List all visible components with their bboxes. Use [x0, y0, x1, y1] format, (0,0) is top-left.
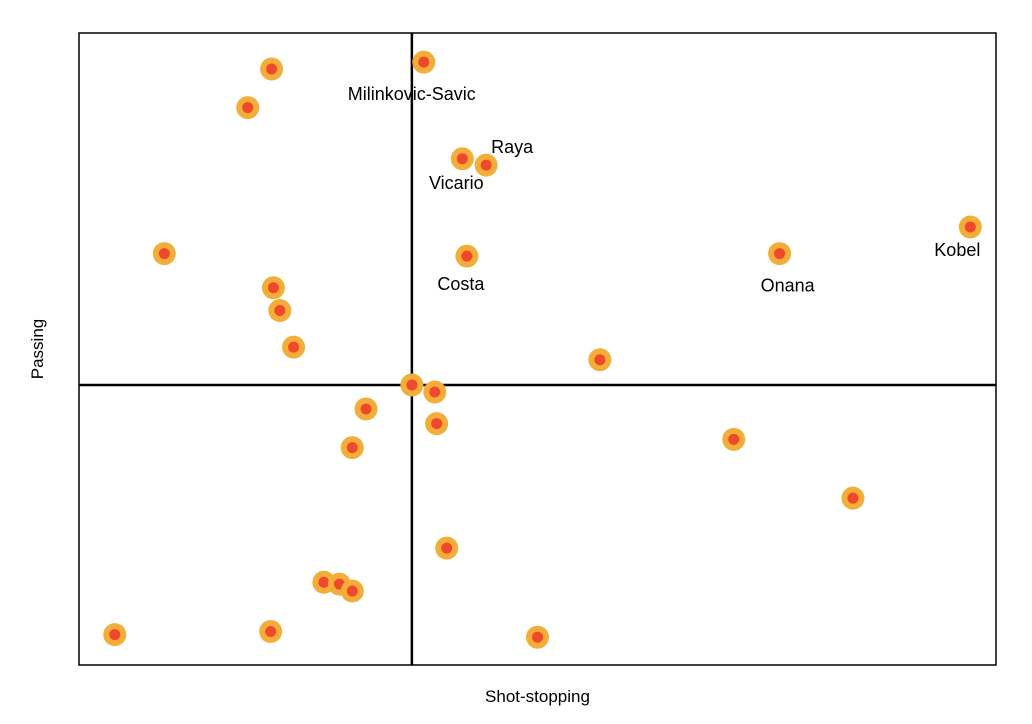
data-point-inner	[441, 542, 453, 554]
data-point	[340, 436, 364, 460]
plot-frame	[78, 32, 997, 666]
point-label: Raya	[491, 137, 534, 157]
data-point-inner	[461, 250, 473, 262]
point-labels: Milinkovic-Savic Vicario Raya Costa Onana Kob…	[348, 84, 981, 295]
x-axis-label: Shot-stopping	[485, 687, 590, 706]
data-point-inner	[266, 63, 278, 75]
data-point-inner	[431, 418, 443, 430]
data-point-inner	[456, 153, 468, 165]
data-point-inner	[418, 56, 430, 68]
data-point-inner	[346, 585, 358, 597]
data-point	[958, 215, 982, 239]
point-label: Milinkovic-Savic	[348, 84, 476, 104]
data-point	[152, 242, 176, 266]
data-point	[435, 536, 459, 560]
data-point	[282, 335, 306, 359]
point-label: Kobel	[934, 240, 980, 260]
data-point	[236, 96, 260, 120]
data-point-inner	[847, 492, 859, 504]
data-point-inner	[318, 576, 330, 588]
data-point	[268, 298, 292, 322]
data-point	[423, 380, 447, 404]
data-point	[259, 620, 283, 644]
data-point-inner	[532, 631, 543, 643]
data-point-inner	[480, 159, 492, 171]
data-point-inner	[274, 304, 286, 316]
data-point	[768, 242, 792, 266]
data-point-inner	[406, 379, 418, 391]
data-point	[450, 147, 474, 171]
data-point	[261, 276, 285, 300]
data-point	[340, 579, 364, 603]
data-point-inner	[267, 282, 279, 294]
data-point	[412, 50, 436, 74]
data-point	[354, 397, 378, 421]
data-point	[526, 625, 549, 649]
data-point-inner	[429, 386, 441, 398]
data-point	[425, 412, 449, 436]
data-point	[260, 57, 284, 81]
data-point-inner	[288, 341, 300, 353]
y-axis-label: Passing	[28, 319, 47, 379]
data-point	[455, 244, 479, 268]
data-point-inner	[346, 442, 358, 454]
data-point-inner	[728, 433, 740, 445]
data-point-inner	[360, 403, 372, 415]
data-point	[588, 348, 612, 372]
point-label: Onana	[761, 276, 816, 296]
point-label: Costa	[437, 274, 485, 294]
point-label: Vicario	[429, 173, 484, 193]
data-point-inner	[594, 354, 606, 366]
data-point-inner	[265, 626, 277, 638]
data-point	[722, 427, 746, 451]
data-point	[400, 373, 424, 397]
quadrant-lines	[79, 33, 996, 665]
data-point	[841, 486, 865, 510]
data-point	[474, 153, 498, 177]
data-points	[103, 50, 982, 649]
data-point-inner	[242, 102, 254, 114]
data-point	[103, 623, 127, 647]
data-point-inner	[109, 629, 121, 641]
data-point-inner	[158, 248, 170, 260]
data-point-inner	[964, 221, 976, 233]
data-point-inner	[774, 248, 786, 260]
